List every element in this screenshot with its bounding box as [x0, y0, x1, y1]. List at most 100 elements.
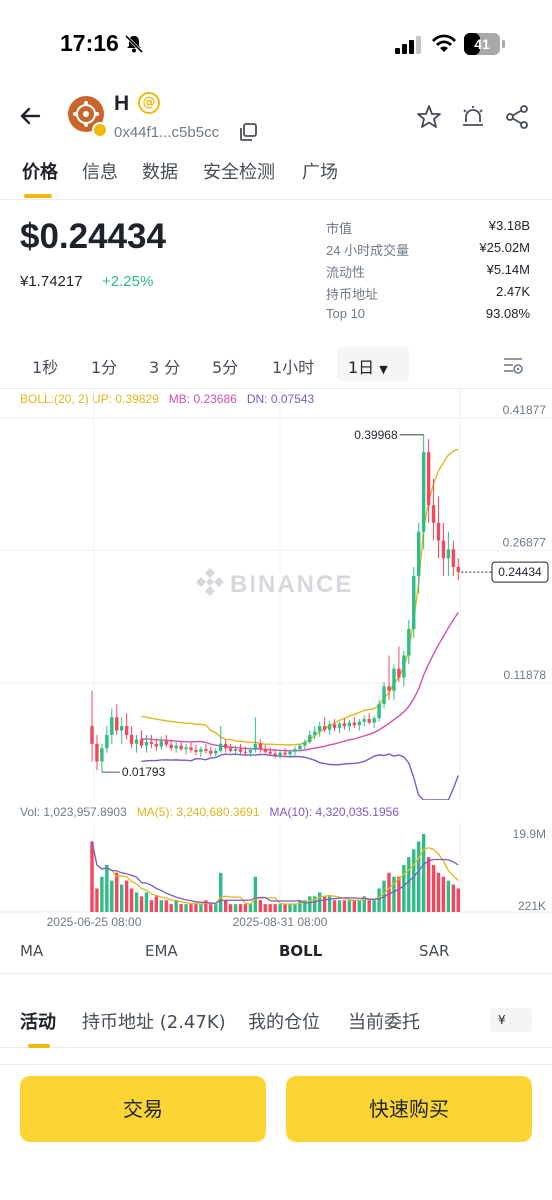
volume-bar	[431, 864, 436, 912]
indicator-tabs: MA EMA BOLL SAR	[0, 930, 552, 974]
x-axis-label: 2025-06-25 08:00	[47, 915, 142, 929]
candle-body	[194, 750, 198, 752]
interval-1d[interactable]: 1日 ▼	[348, 354, 388, 378]
volume-bar	[243, 904, 248, 912]
candle-body	[372, 718, 376, 723]
indicator-boll[interactable]: BOLL	[279, 942, 323, 960]
tab-security-check[interactable]: 安全检测	[203, 162, 275, 183]
tab-info[interactable]: 信息	[82, 162, 118, 183]
stat-label-holders: 持币地址	[326, 287, 379, 302]
volume-bar	[407, 857, 411, 912]
volume-bar	[303, 900, 307, 912]
chart-settings-icon[interactable]	[502, 354, 524, 376]
volume-bar	[308, 896, 312, 912]
candle-body	[164, 741, 168, 745]
candlestick-chart[interactable]: BINANCE 0.41877 0.26877 0.11878 0.39968 0.0…	[0, 388, 552, 800]
candle-body	[382, 686, 386, 705]
volume-legend: Vol: 1,023,957.8903 MA(5): 3,240,680.369…	[20, 805, 399, 819]
at-badge-icon[interactable]: @	[138, 92, 160, 114]
volume-bar	[392, 876, 396, 912]
candle-body	[199, 749, 203, 752]
candle-body	[95, 743, 99, 762]
volume-bar	[149, 900, 154, 912]
volume-bar	[283, 904, 287, 912]
volume-bar	[441, 876, 446, 912]
volume-ma10-line	[91, 841, 459, 905]
dropdown-caret-icon: ▼	[379, 363, 388, 376]
candle-body	[352, 722, 357, 726]
y-tick-label: 0.11878	[504, 668, 547, 682]
volume-bar	[228, 904, 233, 912]
tab-activity[interactable]: 活动	[20, 1012, 56, 1033]
back-arrow-icon[interactable]	[18, 104, 42, 128]
y-tick-label: 0.41877	[503, 403, 547, 417]
battery-level: 41	[474, 36, 490, 52]
indicator-ema[interactable]: EMA	[145, 942, 178, 960]
candle-body	[120, 726, 124, 731]
candle-body	[105, 734, 109, 749]
volume-bar	[421, 834, 426, 912]
candle-body	[456, 567, 460, 573]
tab-my-positions[interactable]: 我的仓位	[248, 1012, 320, 1033]
indicator-sar[interactable]: SAR	[419, 942, 450, 960]
candle-body	[441, 540, 446, 559]
vol-value: Vol: 1,023,957.8903	[20, 805, 127, 819]
volume-bar	[318, 892, 322, 912]
currency-toggle[interactable]: ¥	[490, 1008, 532, 1032]
tab-price[interactable]: 价格	[22, 162, 58, 183]
stat-value-volume: ¥25.02M	[479, 240, 530, 255]
candle-body	[377, 704, 381, 719]
interval-1h[interactable]: 1小时	[272, 358, 315, 377]
interval-3m[interactable]: 3 分	[149, 358, 181, 377]
candle-body	[184, 747, 188, 750]
copy-icon[interactable]	[238, 122, 258, 142]
candle-body	[293, 749, 297, 752]
volume-bar	[105, 864, 109, 912]
volume-bar	[90, 841, 94, 912]
volume-bar	[347, 900, 352, 912]
tab-data[interactable]: 数据	[142, 162, 178, 183]
interval-5m[interactable]: 5分	[212, 358, 239, 377]
price-alert-icon[interactable]	[460, 104, 486, 130]
volume-bar	[456, 888, 460, 912]
tab-square[interactable]: 广场	[302, 162, 338, 183]
quick-buy-button[interactable]: 快速购买	[286, 1076, 532, 1142]
candle-body	[318, 726, 322, 732]
share-icon[interactable]	[504, 104, 530, 130]
vol-ma5: MA(5): 3,240,680.3691	[136, 805, 260, 819]
volume-bar	[293, 904, 297, 912]
volume-axis: 19.9M 221K 2025-06-25 08:00 2025-08-31 08:0…	[47, 827, 546, 929]
volume-bar	[327, 896, 332, 912]
candle-body	[417, 531, 421, 576]
stat-value-holders: 2.47K	[496, 284, 530, 299]
candle-body	[362, 719, 366, 722]
interval-1s[interactable]: 1秒	[32, 358, 59, 377]
candle-body	[159, 741, 163, 747]
candle-body	[233, 749, 238, 751]
tab-holders[interactable]: 持币地址 (2.47K)	[82, 1012, 226, 1033]
candle-body	[313, 731, 317, 735]
volume-bar	[115, 872, 119, 912]
active-activity-indicator	[28, 1044, 50, 1048]
stat-value-liquidity: ¥5.14M	[486, 262, 530, 277]
star-icon[interactable]	[416, 104, 442, 130]
candle-body	[347, 722, 352, 727]
volume-tick-label: 221K	[518, 899, 546, 913]
volume-bar	[298, 900, 302, 912]
interval-1m[interactable]: 1分	[91, 358, 118, 377]
price-cny: ¥1.74217	[20, 273, 83, 290]
volume-bar	[100, 876, 104, 912]
boll-mb: MB: 0.23686	[168, 392, 237, 406]
trade-button[interactable]: 交易	[20, 1076, 266, 1142]
candle-body	[303, 742, 307, 746]
candle-body	[283, 752, 287, 755]
candle-body	[451, 549, 456, 568]
candle-body	[214, 750, 218, 754]
tab-open-orders[interactable]: 当前委托	[348, 1012, 420, 1033]
candle-body	[412, 575, 416, 629]
vol-ma10: MA(10): 4,320,035.1956	[269, 805, 399, 819]
volume-bar	[367, 900, 371, 912]
indicator-ma[interactable]: MA	[20, 942, 44, 960]
candle-body	[342, 723, 347, 727]
volume-bar	[332, 900, 337, 912]
